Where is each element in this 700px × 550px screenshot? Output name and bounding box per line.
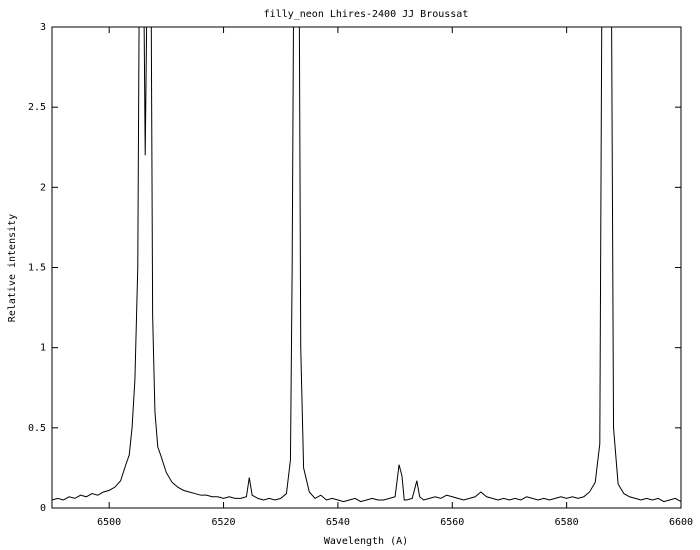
plot-frame [51,26,682,509]
x-tick-label: 6500 [97,517,121,528]
y-tick-label: 0 [40,503,46,514]
y-tick-label: 2.5 [28,102,46,113]
x-tick-label: 6540 [326,517,350,528]
y-tick-label: 1 [40,343,46,354]
y-tick-label: 0.5 [28,423,46,434]
y-tick-label: 1.5 [28,263,46,274]
y-tick-label: 3 [40,22,46,33]
x-tick-label: 6560 [440,517,464,528]
x-axis-label: Wavelength (A) [324,536,408,547]
y-axis-label: Relative intensity [7,214,18,322]
x-tick-label: 6600 [669,517,693,528]
spectrum-line [52,27,681,503]
y-tick-label: 2 [40,182,46,193]
chart-title: filly_neon Lhires-2400 JJ Broussat [264,9,469,20]
x-tick-label: 6520 [211,517,235,528]
x-tick-label: 6580 [555,517,579,528]
